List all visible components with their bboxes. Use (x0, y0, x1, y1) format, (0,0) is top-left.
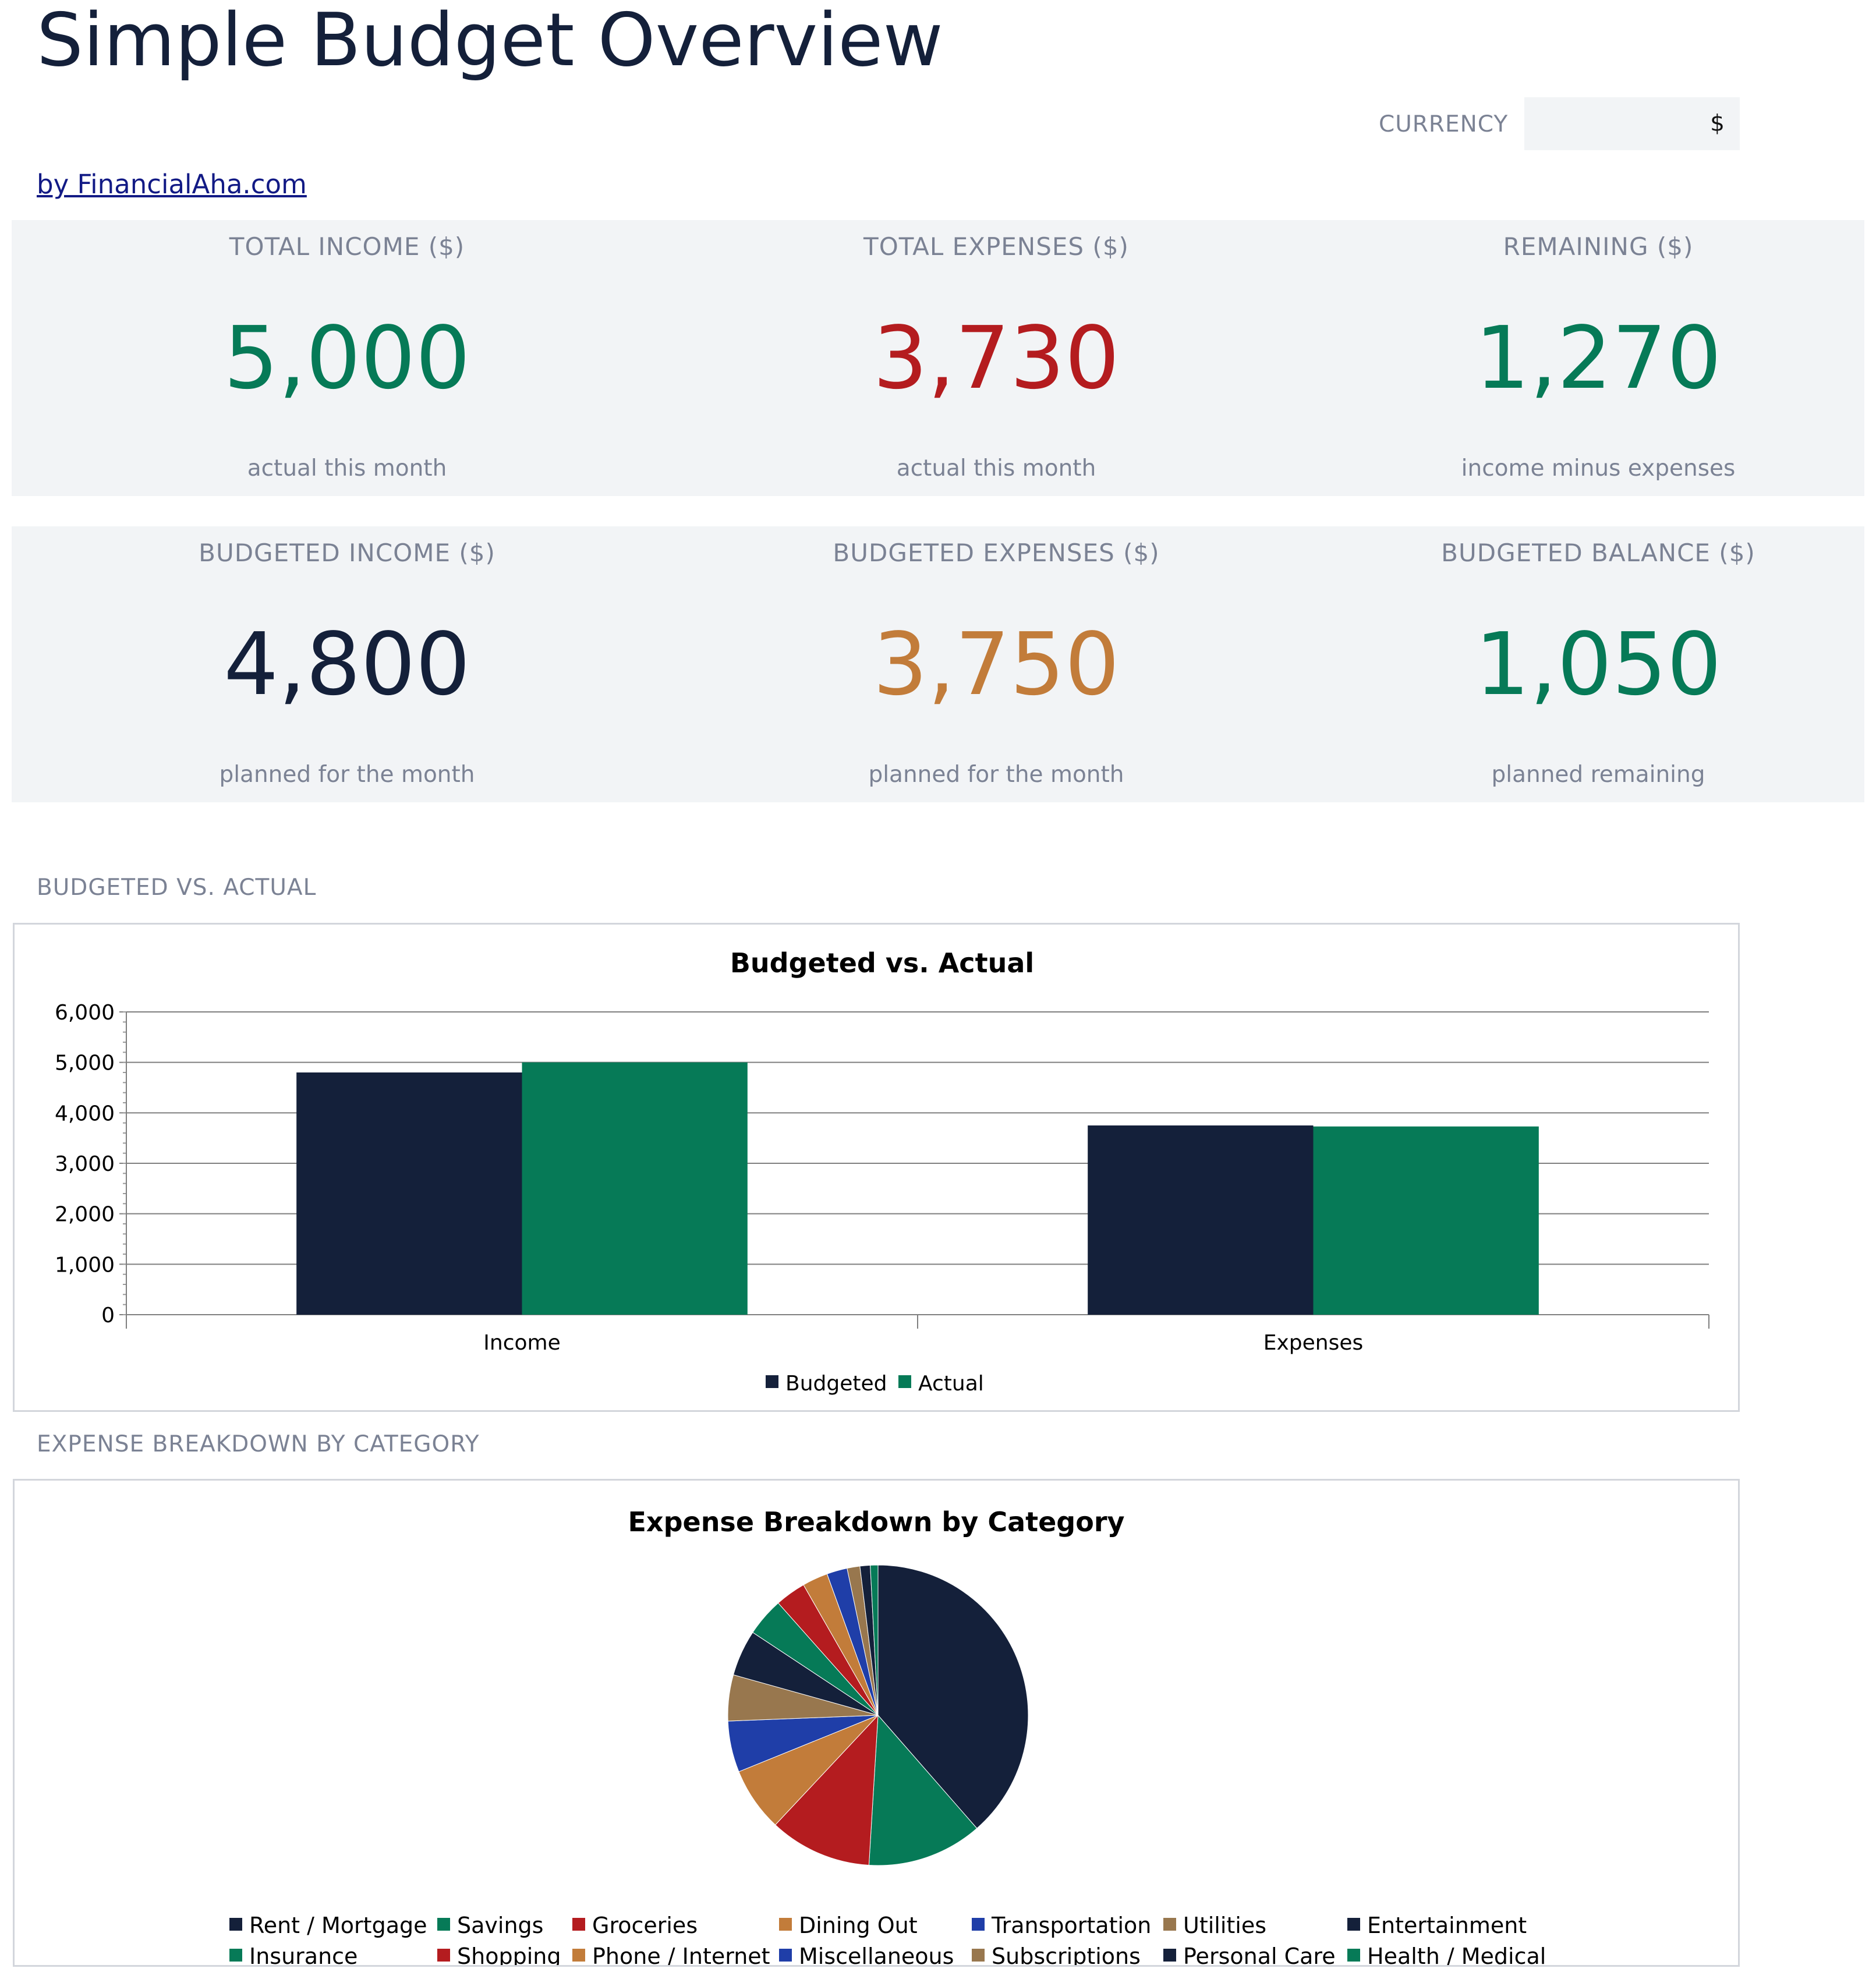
kpi-label: BUDGETED INCOME ($) (199, 539, 495, 567)
legend-label: Transportation (991, 1913, 1151, 1938)
currency-label: CURRENCY (1379, 111, 1509, 137)
bar-budgeted (1088, 1125, 1314, 1315)
y-tick-label: 6,000 (55, 1001, 115, 1025)
kpi-caption: income minus expenses (1461, 455, 1736, 482)
pie-slice (870, 1564, 879, 1716)
kpi-label: BUDGETED BALANCE ($) (1441, 539, 1755, 567)
legend-swatch (229, 1949, 242, 1962)
y-tick-label: 5,000 (55, 1052, 115, 1075)
legend-swatch (572, 1949, 585, 1962)
legend-label: Utilities (1183, 1913, 1266, 1938)
legend-label: Budgeted (785, 1372, 887, 1396)
x-category-label: Expenses (1263, 1331, 1364, 1355)
legend-label: Personal Care (1183, 1943, 1336, 1965)
legend-swatch (1163, 1918, 1176, 1931)
pie-slice (868, 1714, 978, 1866)
legend-swatch (972, 1918, 985, 1931)
pie-chart-box: Expense Breakdown by Category Rent / Mort… (13, 1479, 1740, 1969)
legend-label: Insurance (249, 1943, 357, 1965)
bar-chart: Budgeted vs. Actual 0 1,000 2,000 3,000 4,000… (55, 947, 1709, 1396)
kpi-caption: planned remaining (1491, 762, 1705, 788)
legend-label: Rent / Mortgage (249, 1913, 427, 1938)
x-category-label: Income (483, 1331, 560, 1355)
legend-label: Actual (918, 1372, 984, 1396)
legend-swatch (1347, 1918, 1360, 1931)
legend-label: Dining Out (799, 1913, 918, 1938)
pie-section-label: EXPENSE BREAKDOWN BY CATEGORY (37, 1431, 480, 1457)
legend-label: Shopping (457, 1943, 561, 1965)
kpi-value: 1,050 (1475, 614, 1722, 714)
legend-swatch (1163, 1949, 1176, 1962)
legend-label: Phone / Internet (592, 1943, 770, 1965)
legend-label: Entertainment (1367, 1913, 1527, 1938)
kpi-value: 3,730 (873, 308, 1120, 408)
kpi-budgeted-expenses: BUDGETED EXPENSES ($) 3,750 planned for … (688, 526, 1305, 802)
legend-swatch (437, 1918, 450, 1931)
kpi-caption: actual this month (247, 455, 447, 482)
legend-swatch (898, 1375, 911, 1388)
kpi-total-expenses: TOTAL EXPENSES ($) 3,730 actual this mon… (688, 220, 1305, 496)
chart-title: Budgeted vs. Actual (730, 947, 1034, 979)
pie-chart: Expense Breakdown by Category Rent / Mort… (229, 1506, 1546, 1969)
kpi-caption: planned for the month (868, 762, 1124, 788)
legend-swatch (779, 1949, 792, 1962)
legend-swatch (779, 1918, 792, 1931)
legend-swatch (229, 1918, 242, 1931)
bar-budgeted (296, 1072, 522, 1315)
kpi-label: TOTAL INCOME ($) (229, 232, 465, 261)
kpi-label: REMAINING ($) (1503, 232, 1694, 261)
kpi-value: 5,000 (224, 308, 470, 408)
legend-swatch (1347, 1949, 1360, 1962)
pie-slice (738, 1715, 879, 1825)
byline-link[interactable]: by FinancialAha.com (37, 169, 307, 200)
y-tick-label: 2,000 (55, 1203, 115, 1227)
kpi-budgeted-income: BUDGETED INCOME ($) 4,800 planned for th… (38, 526, 656, 802)
bar-section-label: BUDGETED VS. ACTUAL (37, 875, 317, 901)
kpi-label: TOTAL EXPENSES ($) (863, 232, 1129, 261)
kpi-total-income: TOTAL INCOME ($) 5,000 actual this month (38, 220, 656, 496)
y-tick-label: 3,000 (55, 1152, 115, 1176)
actual-summary-panel: TOTAL INCOME ($) 5,000 actual this month… (12, 220, 1864, 496)
currency-field[interactable]: $ (1524, 97, 1740, 150)
chart-title: Expense Breakdown by Category (628, 1506, 1124, 1538)
y-tick-label: 0 (101, 1304, 115, 1327)
y-tick-label: 4,000 (55, 1102, 115, 1125)
kpi-value: 3,750 (873, 614, 1120, 714)
kpi-remaining: REMAINING ($) 1,270 income minus expense… (1290, 220, 1876, 496)
legend-label: Health / Medical (1367, 1943, 1546, 1965)
page-title: Simple Budget Overview (37, 0, 943, 83)
kpi-value: 4,800 (224, 614, 470, 714)
y-tick-label: 1,000 (55, 1253, 115, 1277)
legend-swatch (572, 1918, 585, 1931)
legend-label: Miscellaneous (799, 1943, 954, 1965)
bar-actual (1313, 1126, 1539, 1315)
legend-swatch (766, 1375, 778, 1388)
budget-summary-panel: BUDGETED INCOME ($) 4,800 planned for th… (12, 526, 1864, 802)
pie-slice (877, 1564, 1029, 1829)
kpi-caption: actual this month (896, 455, 1096, 482)
legend-swatch (972, 1949, 985, 1962)
kpi-caption: planned for the month (219, 762, 475, 788)
bar-chart-box: Budgeted vs. Actual 0 1,000 2,000 3,000 4,000… (13, 923, 1740, 1412)
legend-label: Subscriptions (992, 1943, 1141, 1965)
kpi-label: BUDGETED EXPENSES ($) (833, 539, 1160, 567)
kpi-value: 1,270 (1475, 308, 1722, 408)
bar-actual (522, 1062, 748, 1315)
currency-value: $ (1710, 111, 1725, 137)
legend-swatch (437, 1949, 450, 1962)
kpi-budgeted-balance: BUDGETED BALANCE ($) 1,050 planned remai… (1290, 526, 1876, 802)
pie-slice (774, 1714, 879, 1866)
legend-label: Groceries (592, 1913, 698, 1938)
legend-label: Savings (457, 1913, 543, 1938)
